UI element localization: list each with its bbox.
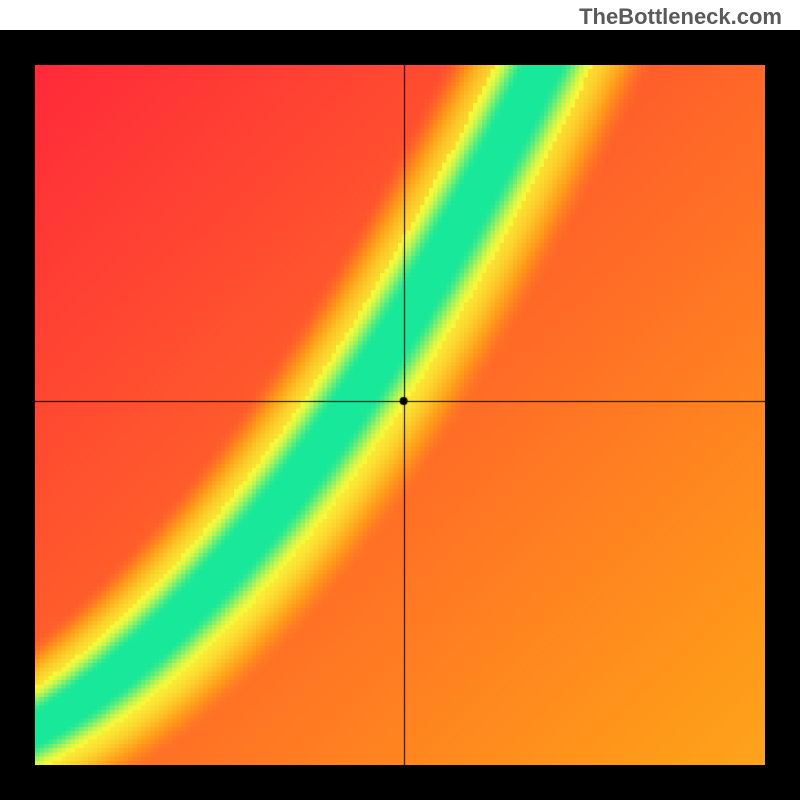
overlay-canvas xyxy=(35,65,765,765)
watermark-text: TheBottleneck.com xyxy=(579,4,782,30)
